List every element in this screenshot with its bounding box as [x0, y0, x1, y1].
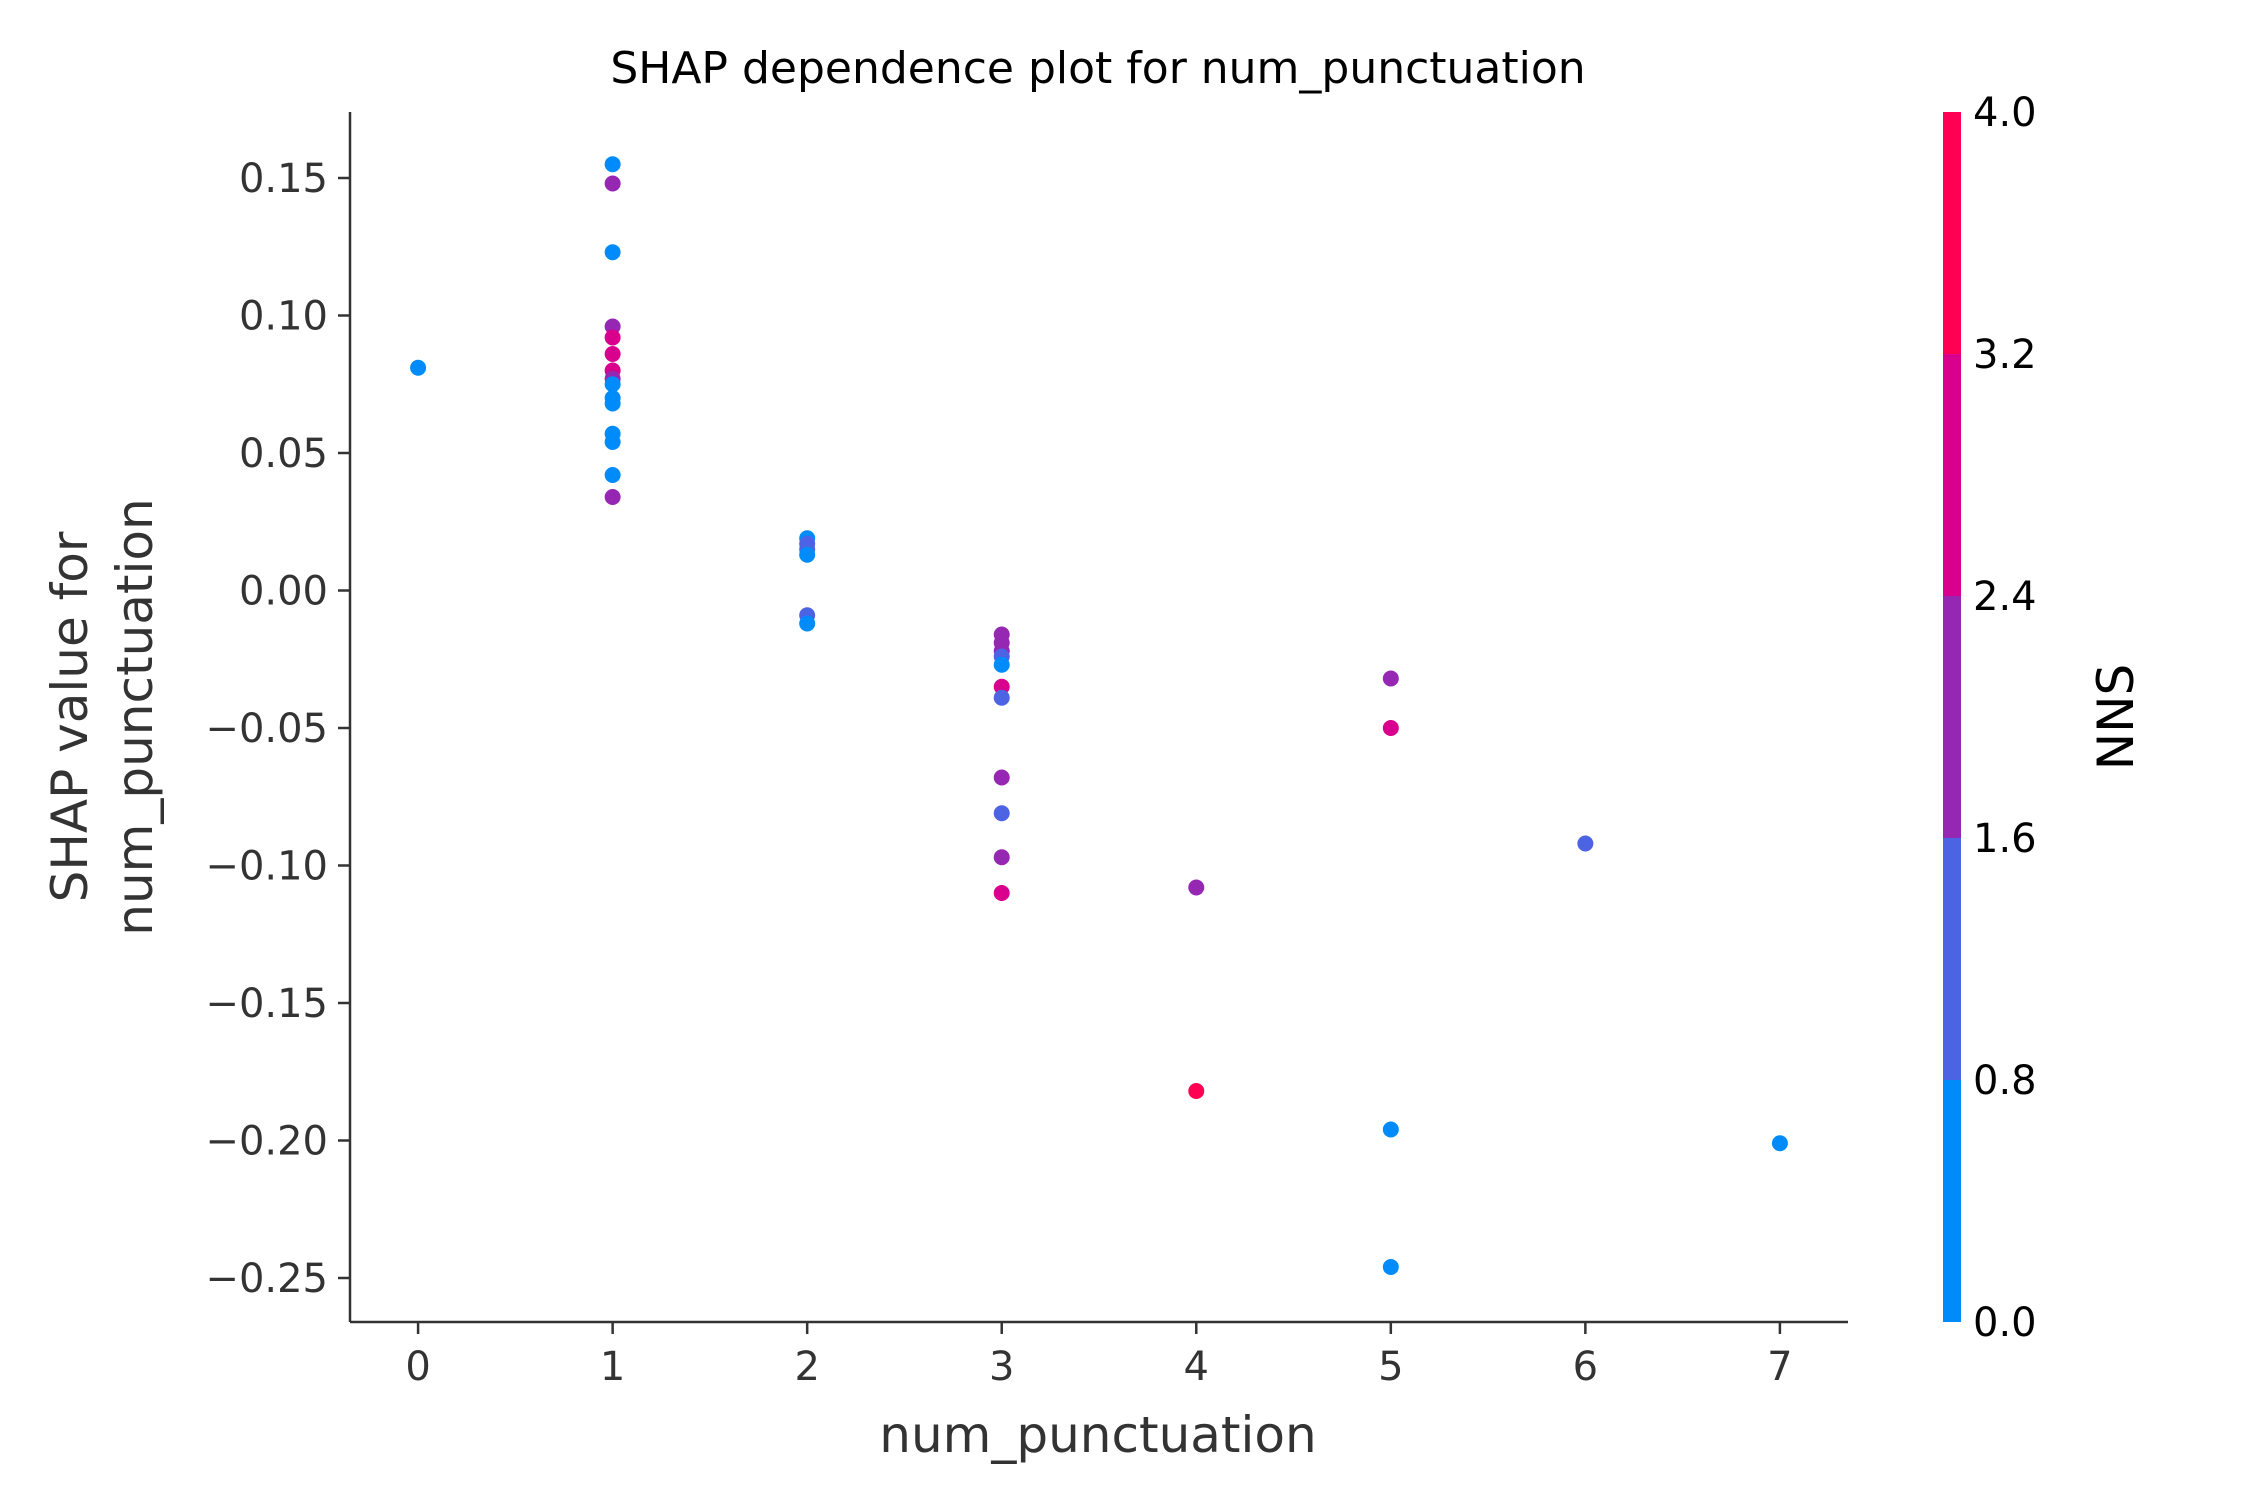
chart-title: SHAP dependence plot for num_punctuation — [610, 43, 1585, 94]
colorbar-segment — [1943, 1080, 1961, 1322]
y-tick-label: 0.00 — [239, 569, 328, 615]
colorbar-tick-label: 1.6 — [1973, 816, 2037, 862]
colorbar-segments — [1943, 112, 1961, 1322]
colorbar-tick-label: 2.4 — [1973, 574, 2037, 620]
scatter-points — [410, 156, 1788, 1275]
data-point — [1577, 835, 1594, 852]
data-point — [1382, 1121, 1399, 1138]
y-tick-label: 0.15 — [239, 156, 328, 202]
data-point — [604, 489, 621, 505]
data-point — [1188, 1083, 1205, 1099]
x-tick-label: 5 — [1378, 1344, 1403, 1390]
y-tick-label: −0.05 — [205, 706, 328, 752]
data-point — [799, 615, 816, 632]
data-point — [410, 359, 427, 376]
x-ticks: 0 1 2 3 4 5 6 7 — [405, 1322, 1793, 1390]
x-axis-label: num_punctuation — [879, 1406, 1316, 1464]
data-point — [604, 156, 621, 173]
colorbar-tick-label: 0.8 — [1973, 1058, 2037, 1104]
colorbar-tick-label: 0.0 — [1973, 1300, 2037, 1346]
data-point — [604, 395, 621, 412]
data-point — [1771, 1135, 1788, 1152]
y-tick-label: −0.20 — [205, 1119, 328, 1165]
data-point — [604, 175, 621, 192]
data-point — [993, 769, 1010, 786]
data-point — [604, 244, 621, 261]
data-point — [604, 376, 621, 393]
x-tick-label: 7 — [1767, 1344, 1792, 1390]
y-tick-label: −0.15 — [205, 981, 328, 1027]
y-tick-label: −0.10 — [205, 844, 328, 890]
data-point — [799, 546, 816, 563]
colorbar-segment — [1943, 596, 1961, 838]
data-point — [1188, 879, 1205, 896]
x-tick-label: 2 — [794, 1344, 819, 1390]
x-tick-label: 6 — [1573, 1344, 1598, 1390]
colorbar-tick-label: 4.0 — [1973, 90, 2037, 136]
data-point — [993, 689, 1010, 706]
y-axis-label-line2: num_punctuation — [106, 498, 164, 935]
data-point — [993, 849, 1010, 866]
data-point — [1382, 720, 1399, 736]
y-axis-label: SHAP value for num_punctuation — [41, 498, 164, 935]
data-point — [993, 656, 1010, 673]
colorbar-ticks: 0.0 0.8 1.6 2.4 3.2 4.0 — [1973, 90, 2037, 1346]
colorbar-label: NNS — [2087, 664, 2145, 771]
data-point — [993, 805, 1010, 822]
data-point — [1382, 1259, 1399, 1275]
data-point — [993, 678, 1010, 695]
y-tick-label: 0.10 — [239, 294, 328, 340]
data-point — [1382, 670, 1399, 687]
colorbar: 0.0 0.8 1.6 2.4 3.2 4.0 NNS — [1943, 90, 2145, 1346]
colorbar-segment — [1943, 354, 1961, 596]
colorbar-segment — [1943, 838, 1961, 1080]
data-point — [604, 467, 621, 483]
x-tick-label: 3 — [989, 1344, 1014, 1390]
x-tick-label: 0 — [405, 1344, 430, 1390]
y-tick-label: −0.25 — [205, 1256, 328, 1302]
y-axis-label-line1: SHAP value for — [41, 531, 99, 902]
plot-area: 0 1 2 3 4 5 6 7 0.15 0.10 0.05 0.00 −0.05 −0.10 −0.15… — [205, 112, 1848, 1390]
y-ticks: 0.15 0.10 0.05 0.00 −0.05 −0.10 −0.15 −0.20 −0.2… — [205, 156, 350, 1302]
data-point — [604, 329, 621, 346]
x-tick-label: 4 — [1184, 1344, 1209, 1390]
colorbar-segment — [1943, 112, 1961, 354]
data-point — [604, 434, 621, 450]
y-tick-label: 0.05 — [239, 431, 328, 477]
data-point — [993, 885, 1010, 901]
data-point — [604, 318, 621, 335]
data-point — [604, 346, 621, 362]
colorbar-tick-label: 3.2 — [1973, 332, 2037, 378]
x-tick-label: 1 — [600, 1344, 625, 1390]
